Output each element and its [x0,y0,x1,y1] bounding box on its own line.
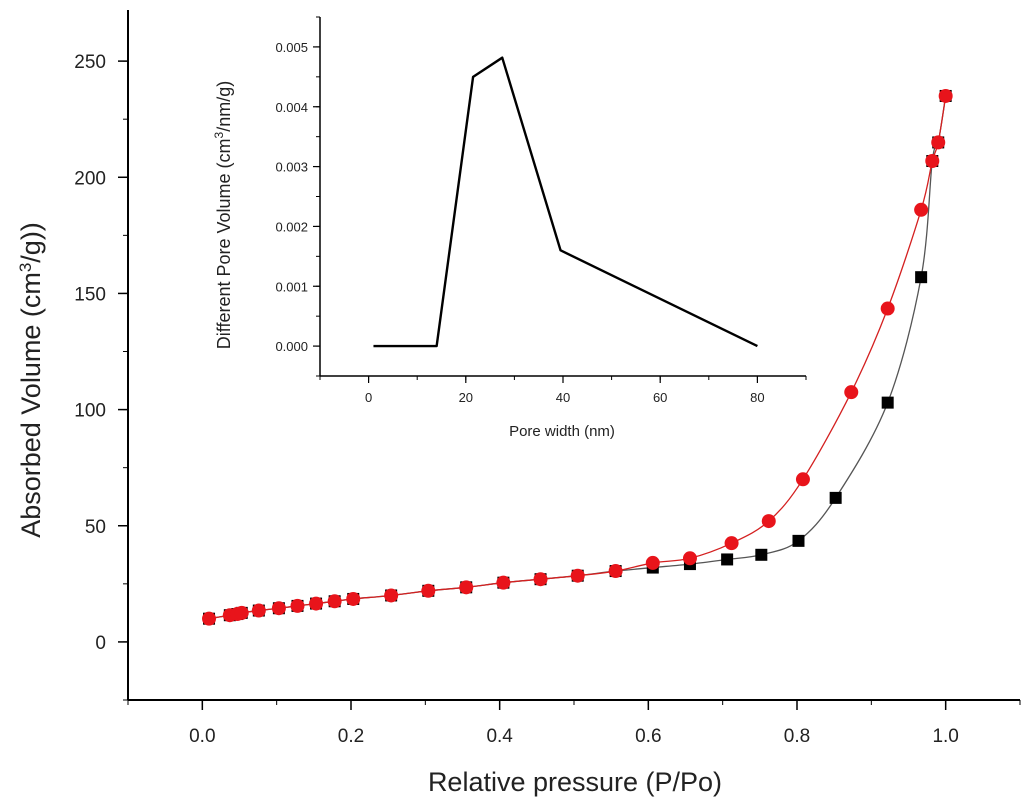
main-y-tick-label: 50 [85,517,106,538]
data-point-desorption [570,568,585,583]
inset-y-tick-label: 0.003 [275,160,308,175]
main-y-ticks: 0 50 100 150 200 250 [74,52,128,701]
main-y-tick-label: 250 [74,52,106,73]
main-x-tick-label: 0.8 [784,726,810,747]
data-point-desorption [309,596,324,611]
data-point-desorption [533,572,548,587]
inset-y-tick-label: 0.000 [275,339,308,354]
data-point-desorption [608,564,623,579]
data-point-desorption [290,598,305,613]
inset-y-ticks: 0.000 0.001 0.002 0.003 0.004 0.005 [275,16,320,377]
data-point-desorption [925,154,940,169]
data-point-adsorption [915,271,928,284]
data-point-desorption [421,583,436,598]
data-point-desorption [914,202,929,217]
main-x-tick-label: 0.6 [635,726,661,747]
main-y-tick-label: 200 [74,168,106,189]
inset-y-tick-label: 0.001 [275,279,308,294]
main-x-axis-label: Relative pressure (P/Po) [428,767,722,797]
main-y-label-sup: 3 [16,263,35,272]
inset-x-axis-label: Pore width (nm) [509,423,615,440]
inset-y-label-suffix: /nm/g) [214,81,234,132]
main-y-tick-label: 150 [74,284,106,305]
inset-x-ticks: 0 20 40 60 80 [319,376,807,405]
inset-x-tick-label: 40 [556,390,570,405]
data-point-desorption [251,603,266,618]
data-point-desorption [202,611,217,626]
data-point-adsorption [881,396,894,409]
data-point-adsorption [792,534,805,547]
data-point-desorption [496,575,511,590]
inset-y-label-prefix: Different Pore Volume (cm [214,138,234,349]
data-point-desorption [346,591,361,606]
data-point-desorption [682,551,697,566]
data-point-desorption [234,605,249,620]
data-point-adsorption [829,491,842,504]
inset-x-tick-label: 80 [750,390,764,405]
data-point-desorption [327,594,342,609]
data-point-desorption [271,601,286,616]
main-y-tick-label: 0 [95,633,106,654]
inset-x-tick-label: 0 [365,390,372,405]
main-x-ticks: 0.0 0.2 0.4 0.6 0.8 1.0 [127,700,1021,747]
main-x-tick-label: 0.2 [338,726,364,747]
inset-x-tick-label: 60 [653,390,667,405]
inset-series-line [373,56,758,348]
main-y-label-suffix: /g)) [16,222,46,263]
inset-pore-distribution-chart: 0 20 40 60 80 0.000 0.001 0.002 0.003 0.004 0.005… [212,16,807,440]
data-point-desorption [645,555,660,570]
main-y-axis-label: Absorbed Volume (cm3/g)) [16,222,47,538]
inset-y-tick-label: 0.004 [275,100,308,115]
data-point-adsorption [755,548,768,561]
data-point-desorption [795,472,810,487]
inset-y-tick-label: 0.005 [275,40,308,55]
inset-x-tick-label: 20 [459,390,473,405]
data-point-adsorption [721,553,734,566]
inset-y-tick-label: 0.002 [275,219,308,234]
main-y-label-prefix: Absorbed Volume (cm [16,272,46,538]
data-point-desorption [931,135,946,150]
main-y-tick-label: 100 [74,401,106,422]
inset-y-axis-label: Different Pore Volume (cm3/nm/g) [212,81,234,349]
data-point-desorption [761,514,776,529]
main-x-tick-label: 0.4 [486,726,513,747]
data-point-desorption [880,301,895,316]
main-series-points [202,88,953,626]
data-point-desorption [938,88,953,103]
data-point-desorption [384,588,399,603]
data-point-desorption [724,536,739,551]
data-point-desorption [459,580,474,595]
inset-series-lines [373,56,758,348]
data-point-desorption [844,385,859,400]
main-x-tick-label: 1.0 [932,726,958,747]
inset-y-label-sup: 3 [212,131,226,138]
main-x-tick-label: 0.0 [189,726,215,747]
